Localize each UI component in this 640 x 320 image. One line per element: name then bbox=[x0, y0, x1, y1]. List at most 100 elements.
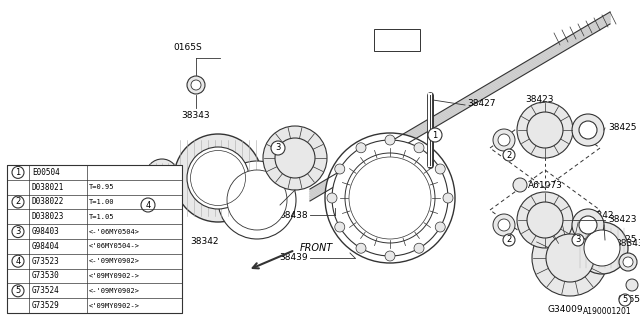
Text: 0165S: 0165S bbox=[618, 294, 640, 303]
Text: 38100: 38100 bbox=[381, 35, 412, 45]
Text: 1: 1 bbox=[433, 131, 438, 140]
Bar bbox=[7, 165, 182, 313]
Text: 38342: 38342 bbox=[191, 237, 220, 246]
Ellipse shape bbox=[332, 140, 448, 256]
Text: 3: 3 bbox=[275, 143, 281, 153]
Text: 2: 2 bbox=[506, 236, 511, 244]
Ellipse shape bbox=[579, 121, 597, 139]
Ellipse shape bbox=[513, 178, 527, 192]
Ellipse shape bbox=[579, 216, 597, 234]
Text: 38439: 38439 bbox=[280, 253, 308, 262]
Circle shape bbox=[435, 222, 445, 232]
Text: <'09MY0902->: <'09MY0902-> bbox=[89, 303, 140, 308]
Circle shape bbox=[356, 143, 366, 153]
Text: 38343: 38343 bbox=[616, 239, 640, 249]
Text: <-'09MY0902>: <-'09MY0902> bbox=[89, 258, 140, 264]
Circle shape bbox=[12, 166, 24, 179]
Text: G73529: G73529 bbox=[32, 301, 60, 310]
Text: A61073: A61073 bbox=[528, 180, 563, 189]
Text: 5: 5 bbox=[15, 286, 20, 295]
Text: 38343: 38343 bbox=[182, 110, 211, 119]
Text: A190001201: A190001201 bbox=[584, 307, 632, 316]
Text: 0165S: 0165S bbox=[173, 44, 202, 52]
Text: 38342: 38342 bbox=[586, 212, 614, 220]
Ellipse shape bbox=[546, 234, 594, 282]
Ellipse shape bbox=[349, 157, 431, 239]
Text: E00504: E00504 bbox=[32, 168, 60, 177]
Text: D038023: D038023 bbox=[32, 212, 65, 221]
Text: 38425: 38425 bbox=[608, 236, 637, 244]
Ellipse shape bbox=[146, 159, 178, 191]
Ellipse shape bbox=[187, 147, 249, 209]
Ellipse shape bbox=[626, 279, 638, 291]
Circle shape bbox=[141, 198, 155, 212]
Text: G34009: G34009 bbox=[250, 207, 286, 217]
Text: <-'06MY0504>: <-'06MY0504> bbox=[89, 228, 140, 235]
Circle shape bbox=[12, 285, 24, 297]
Circle shape bbox=[12, 196, 24, 208]
Text: 3: 3 bbox=[15, 227, 20, 236]
Text: 38425: 38425 bbox=[608, 124, 637, 132]
Circle shape bbox=[356, 243, 366, 253]
Ellipse shape bbox=[263, 126, 327, 190]
Circle shape bbox=[572, 234, 584, 246]
Ellipse shape bbox=[498, 134, 510, 146]
Text: 2: 2 bbox=[506, 150, 511, 159]
Text: G73530: G73530 bbox=[32, 271, 60, 281]
Ellipse shape bbox=[493, 129, 515, 151]
Ellipse shape bbox=[153, 166, 171, 184]
Circle shape bbox=[271, 141, 285, 155]
Text: 4: 4 bbox=[145, 201, 150, 210]
Text: T=0.95: T=0.95 bbox=[89, 184, 115, 190]
Text: 2: 2 bbox=[15, 197, 20, 206]
Text: D038021: D038021 bbox=[32, 183, 65, 192]
Ellipse shape bbox=[572, 209, 604, 241]
Circle shape bbox=[443, 193, 453, 203]
Ellipse shape bbox=[275, 138, 315, 178]
Circle shape bbox=[335, 164, 345, 174]
Circle shape bbox=[503, 234, 515, 246]
Ellipse shape bbox=[498, 219, 510, 231]
Ellipse shape bbox=[187, 76, 205, 94]
Text: <'06MY0504->: <'06MY0504-> bbox=[89, 244, 140, 249]
Text: FRONT: FRONT bbox=[300, 243, 333, 253]
Circle shape bbox=[335, 222, 345, 232]
Ellipse shape bbox=[325, 133, 455, 263]
Circle shape bbox=[435, 164, 445, 174]
Circle shape bbox=[414, 143, 424, 153]
Ellipse shape bbox=[191, 80, 201, 90]
Ellipse shape bbox=[532, 220, 608, 296]
Circle shape bbox=[385, 251, 395, 261]
Text: 38427: 38427 bbox=[467, 99, 495, 108]
Ellipse shape bbox=[619, 253, 637, 271]
Ellipse shape bbox=[227, 170, 287, 230]
Text: G98403: G98403 bbox=[32, 227, 60, 236]
Text: G73523: G73523 bbox=[32, 257, 60, 266]
Text: 38423: 38423 bbox=[525, 95, 554, 105]
Text: G98404: G98404 bbox=[32, 242, 60, 251]
Ellipse shape bbox=[174, 134, 262, 222]
Text: G73524: G73524 bbox=[32, 286, 60, 295]
Circle shape bbox=[12, 226, 24, 237]
Text: G34009: G34009 bbox=[547, 306, 583, 315]
Circle shape bbox=[385, 135, 395, 145]
Text: T=1.00: T=1.00 bbox=[89, 199, 115, 205]
Text: 4: 4 bbox=[15, 257, 20, 266]
Text: D038022: D038022 bbox=[32, 197, 65, 206]
Ellipse shape bbox=[584, 230, 620, 266]
Ellipse shape bbox=[527, 112, 563, 148]
Text: 1: 1 bbox=[15, 168, 20, 177]
Ellipse shape bbox=[517, 192, 573, 248]
Text: T=1.05: T=1.05 bbox=[89, 214, 115, 220]
Circle shape bbox=[619, 294, 631, 306]
Ellipse shape bbox=[572, 114, 604, 146]
FancyBboxPatch shape bbox=[374, 29, 420, 51]
Circle shape bbox=[503, 149, 515, 161]
Circle shape bbox=[428, 128, 442, 142]
Ellipse shape bbox=[493, 214, 515, 236]
Circle shape bbox=[414, 243, 424, 253]
Ellipse shape bbox=[527, 202, 563, 238]
Ellipse shape bbox=[218, 161, 296, 239]
Text: 3: 3 bbox=[575, 236, 580, 244]
Circle shape bbox=[12, 255, 24, 267]
